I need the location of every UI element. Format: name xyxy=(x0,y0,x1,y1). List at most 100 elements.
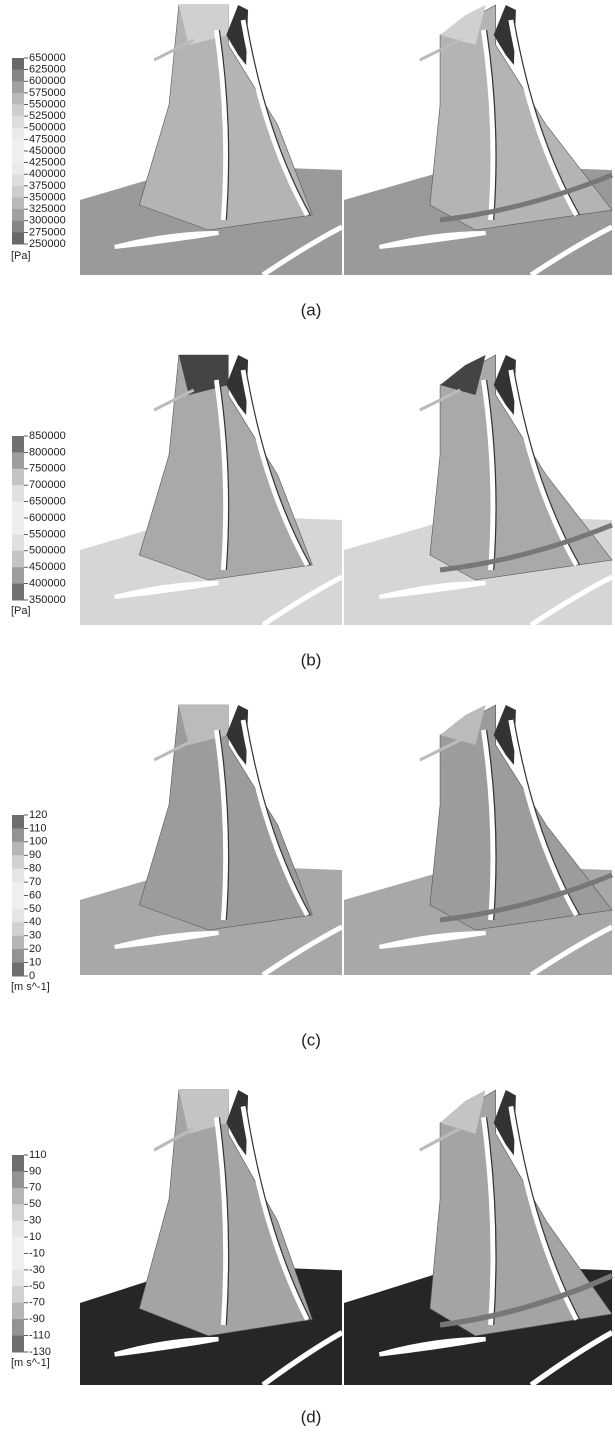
contour-image xyxy=(344,4,614,278)
blade-passage xyxy=(429,704,613,931)
colorbar-label: 300000 xyxy=(29,215,66,227)
blade xyxy=(213,379,229,571)
colorbar-step xyxy=(12,828,24,843)
splitter-tip xyxy=(226,1090,249,1156)
colorbar-label: 650000 xyxy=(29,496,66,508)
blade xyxy=(240,1105,310,1321)
colorbar-label: 575000 xyxy=(29,87,66,99)
colorbar-step xyxy=(12,1171,24,1189)
colorbar-label: 600000 xyxy=(29,75,66,87)
blade xyxy=(213,29,229,221)
colorbar-label: 110 xyxy=(29,822,47,834)
colorbar-step xyxy=(12,882,24,896)
colorbar-label: -90 xyxy=(29,1313,45,1325)
blade-edge xyxy=(218,379,230,571)
vane xyxy=(261,574,344,628)
colorbar-step xyxy=(12,468,24,486)
contour-image xyxy=(80,1089,344,1388)
blade-edge xyxy=(245,1106,311,1320)
contour-image xyxy=(344,704,614,978)
colorbar-label: 475000 xyxy=(29,133,66,145)
shroud-band xyxy=(439,522,613,573)
colorbar-step xyxy=(12,69,24,82)
colorbar-label: 30 xyxy=(29,1215,41,1227)
blade xyxy=(481,729,496,921)
colorbar-step xyxy=(12,436,24,453)
blade xyxy=(240,19,310,217)
colorbar-step xyxy=(12,962,24,977)
colorbar-label: 750000 xyxy=(29,463,66,475)
colorbar-step xyxy=(12,841,24,856)
colorbar-label: 110 xyxy=(29,1149,47,1161)
colorbar-step xyxy=(12,116,24,129)
blade xyxy=(508,1105,579,1321)
colorbar-step xyxy=(12,922,24,937)
blade xyxy=(213,729,229,921)
colorbar-label: 50 xyxy=(29,1198,41,1210)
colorbar-label: 550000 xyxy=(29,528,66,540)
colorbar-step xyxy=(12,220,24,233)
colorbar-step xyxy=(12,949,24,964)
colorbar-label: 40 xyxy=(29,916,41,928)
colorbar-label: -10 xyxy=(29,1247,45,1259)
shroud-line xyxy=(419,1126,461,1152)
blade-passage xyxy=(429,354,613,581)
colorbar-step xyxy=(12,1302,24,1320)
colorbar-step xyxy=(12,518,24,535)
shroud-band xyxy=(439,872,613,923)
blade-passage xyxy=(429,4,613,231)
contour-image xyxy=(344,354,614,628)
colorbar-label: 250000 xyxy=(29,238,66,250)
colorbar-label: 30 xyxy=(29,930,41,942)
colorbar-step xyxy=(12,151,24,164)
colorbar-step xyxy=(12,1237,24,1254)
shroud-line xyxy=(153,388,195,412)
blade-edge xyxy=(485,729,497,921)
blade xyxy=(508,369,579,567)
vane xyxy=(114,231,219,249)
colorbar-label: 325000 xyxy=(29,203,66,215)
blade xyxy=(508,19,579,217)
colorbar-step xyxy=(12,127,24,140)
colorbar-unit: [m s^-1] xyxy=(11,1357,50,1369)
colorbar-step xyxy=(12,1253,24,1271)
colorbar-step xyxy=(12,1269,24,1287)
colorbar-step xyxy=(12,1335,24,1353)
colorbar-step xyxy=(12,209,24,222)
panel-label: (b) xyxy=(301,650,322,669)
blade xyxy=(481,1116,496,1326)
colorbar-step xyxy=(12,104,24,117)
colorbar-label: -110 xyxy=(29,1329,50,1341)
contour-image xyxy=(344,1089,614,1388)
colorbar-label: -130 xyxy=(29,1346,51,1358)
colorbar-label: 400000 xyxy=(29,168,66,180)
colorbar-unit: [m s^-1] xyxy=(11,981,50,993)
blade-edge xyxy=(513,19,581,216)
panel-label: (c) xyxy=(301,1030,321,1049)
vane xyxy=(378,1336,486,1357)
colorbar-step xyxy=(12,232,24,245)
colorbar-step xyxy=(12,908,24,923)
colorbar-step xyxy=(12,1187,24,1205)
colorbar-label: 800000 xyxy=(29,446,66,458)
vane xyxy=(261,924,344,978)
blade-edge xyxy=(485,1117,497,1325)
colorbar-label: 500000 xyxy=(29,545,66,557)
colorbar-label: 275000 xyxy=(29,226,66,238)
colorbar-label: -30 xyxy=(29,1264,45,1276)
vane xyxy=(378,231,486,249)
colorbar-step xyxy=(12,501,24,519)
splitter-tip xyxy=(226,705,249,765)
contour-image xyxy=(80,704,344,978)
blade xyxy=(481,29,496,221)
colorbar-label: 90 xyxy=(29,1165,41,1177)
blade-edge xyxy=(245,19,311,216)
colorbar-step xyxy=(12,92,24,105)
colorbar-step xyxy=(12,567,24,585)
vane xyxy=(378,931,486,949)
colorbar-label: 425000 xyxy=(29,157,66,169)
blade-edge xyxy=(485,29,497,221)
vane xyxy=(378,581,486,599)
colorbar-label: 100 xyxy=(29,836,47,848)
inlet-region xyxy=(440,705,486,745)
